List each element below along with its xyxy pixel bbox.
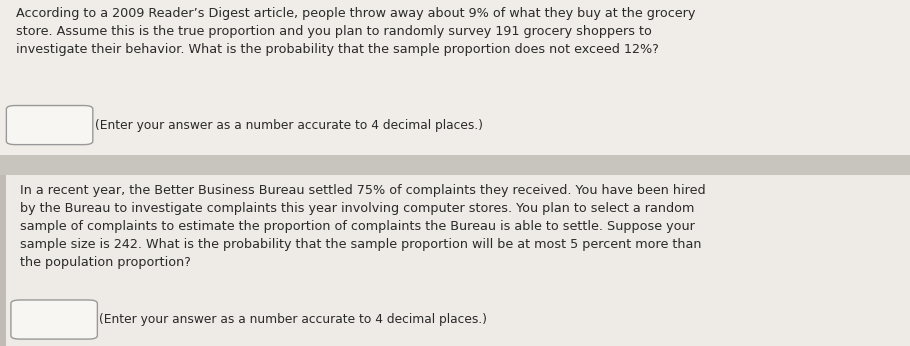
FancyBboxPatch shape	[0, 175, 910, 346]
Text: In a recent year, the Better Business Bureau settled 75% of complaints they rece: In a recent year, the Better Business Bu…	[20, 184, 705, 268]
FancyBboxPatch shape	[11, 300, 97, 339]
FancyBboxPatch shape	[0, 155, 910, 175]
FancyBboxPatch shape	[0, 175, 6, 346]
Text: According to a 2009 Reader’s Digest article, people throw away about 9% of what : According to a 2009 Reader’s Digest arti…	[16, 7, 696, 56]
Text: (Enter your answer as a number accurate to 4 decimal places.): (Enter your answer as a number accurate …	[99, 313, 487, 326]
FancyBboxPatch shape	[0, 0, 910, 155]
FancyBboxPatch shape	[6, 106, 93, 145]
Text: (Enter your answer as a number accurate to 4 decimal places.): (Enter your answer as a number accurate …	[95, 119, 482, 131]
